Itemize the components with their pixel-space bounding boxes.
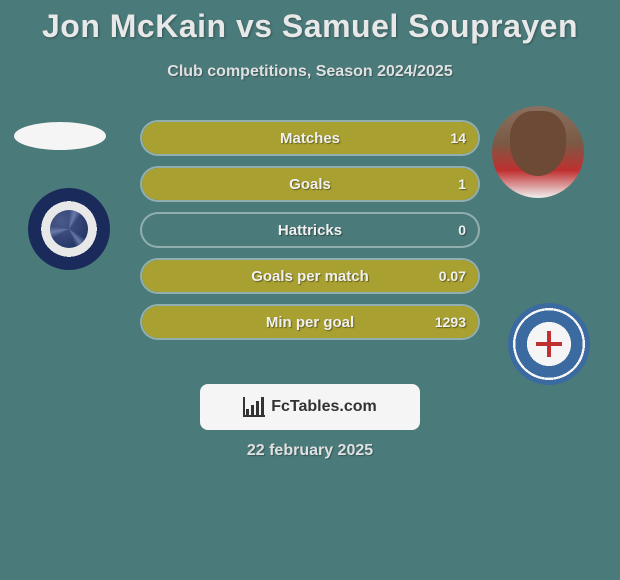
bar-icon [246,409,249,415]
club-right-emblem-icon [534,329,564,359]
stat-row-goals: Goals 1 [140,166,480,202]
logo-text: FcTables.com [271,398,377,416]
club-badge-right [508,303,590,385]
stat-label: Hattricks [278,222,342,239]
stat-value-right: 14 [450,130,466,146]
stat-row-hattricks: Hattricks 0 [140,212,480,248]
stat-value-right: 0 [458,222,466,238]
player-left-avatar [14,122,106,150]
stat-row-min-per-goal: Min per goal 1293 [140,304,480,340]
fctables-logo: FcTables.com [200,384,420,430]
bar-icon [256,401,259,415]
stat-value-right: 1293 [435,314,466,330]
club-badge-left [28,188,110,270]
chart-icon [243,397,265,417]
player-face-placeholder [510,111,566,176]
club-left-emblem-icon [50,210,88,248]
date-text: 22 february 2025 [0,442,620,460]
stat-row-goals-per-match: Goals per match 0.07 [140,258,480,294]
stats-container: Matches 14 Goals 1 Hattricks 0 Goals per… [140,120,480,350]
stat-value-right: 0.07 [439,268,466,284]
stat-label: Goals [289,176,331,193]
stat-label: Matches [280,130,340,147]
page-subtitle: Club competitions, Season 2024/2025 [0,63,620,81]
player-right-avatar [492,106,584,198]
stat-value-right: 1 [458,176,466,192]
bar-icon [261,397,264,415]
stat-label: Goals per match [251,268,369,285]
stat-row-matches: Matches 14 [140,120,480,156]
page-title: Jon McKain vs Samuel Souprayen [0,0,620,45]
cross-horizontal-icon [536,342,562,346]
stat-label: Min per goal [266,314,354,331]
bar-icon [251,405,254,415]
